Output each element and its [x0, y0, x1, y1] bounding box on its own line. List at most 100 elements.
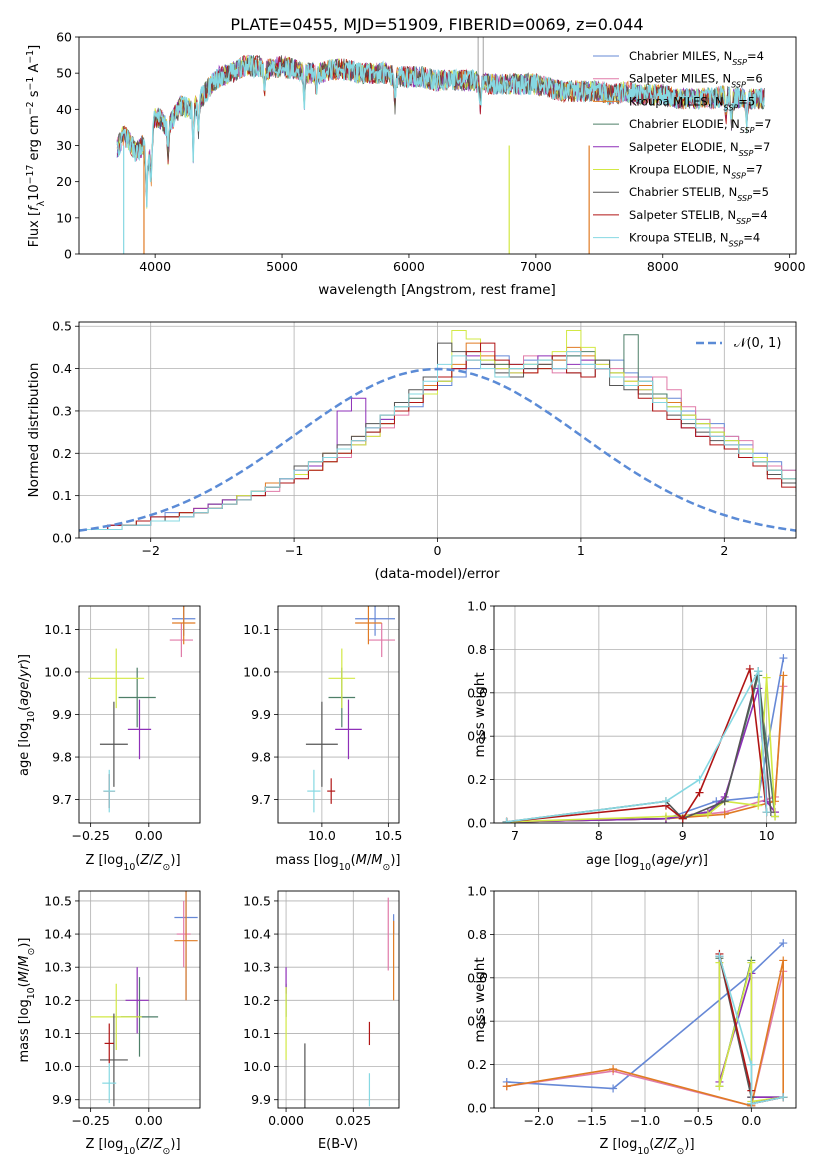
tick-label-y: 10.1 — [243, 622, 271, 637]
weight-series-0 — [506, 942, 784, 1090]
weight-marker — [695, 775, 704, 784]
residual-hist-content — [79, 329, 796, 532]
tick-label-x: 0.025 — [335, 1113, 371, 1128]
tick-label-y: 60 — [56, 30, 72, 45]
spectrum-content — [116, 37, 765, 254]
legend-label: Salpeter STELIB, NSSP=4 — [629, 208, 768, 226]
tick-label-x: 9000 — [774, 259, 806, 274]
legend-label: Kroupa STELIB, NSSP=4 — [629, 231, 760, 249]
tick-label-y: 9.9 — [52, 1092, 72, 1107]
tick-label-y: 0.0 — [467, 1101, 487, 1116]
tick-label-y: 0.4 — [467, 1014, 487, 1029]
tick-label-y: 0.0 — [467, 816, 487, 831]
tick-label-x: 8 — [595, 828, 603, 843]
legend-label: Chabrier STELIB, NSSP=5 — [629, 185, 769, 203]
spectrum-series-7 — [116, 54, 765, 193]
age-vs-z-content — [88, 606, 196, 813]
tick-label-y: 10.0 — [44, 1059, 72, 1074]
age-vs-z-axes: −0.25 0.00 9.7 9.8 9.9 10.0 10.1 — [44, 605, 201, 843]
spectrum-axes: 4000 5000 6000 7000 8000 9000 0 10 20 30 40 50 60 — [56, 30, 806, 275]
weight-marker — [779, 1093, 788, 1102]
axes-frame — [493, 890, 797, 1109]
weight-series-5 — [506, 677, 776, 823]
tick-label-x: 2 — [720, 543, 728, 558]
tick-label-x: −0.25 — [71, 1113, 109, 1128]
tick-label-x: 10 — [759, 828, 775, 843]
tick-label-y: 10.3 — [44, 960, 72, 975]
tick-label-y: 10.0 — [243, 664, 271, 679]
tick-label-y: 1.0 — [467, 884, 487, 899]
tick-label-y: 20 — [56, 174, 72, 189]
age-z-xlabel: Z [log10(Z/Z⊙)] — [85, 853, 180, 873]
weight-z-xlabel: Z [log10(Z/Z⊙)] — [599, 1137, 694, 1157]
tick-label-y: 0.8 — [467, 927, 487, 942]
weight-marker — [661, 797, 670, 806]
weight-marker — [720, 810, 729, 819]
mass-vs-ebv-axes: 0.000 0.025 9.9 10.0 10.1 10.2 10.3 10.4 10.5 — [243, 890, 400, 1128]
age-vs-mass-axes: 10.0 10.5 9.7 9.8 9.9 10.0 10.1 — [243, 605, 402, 843]
histogram-series-4 — [79, 355, 796, 531]
axes-frame — [78, 321, 797, 539]
age-mass-xlabel: mass [log10(M/M⊙)] — [276, 853, 401, 873]
spectrum-xlabel: wavelength [Angstrom, rest frame] — [318, 282, 556, 298]
weight-series-1 — [506, 686, 785, 823]
weight-vs-z-content — [502, 939, 788, 1108]
weight-marker — [715, 1082, 724, 1091]
weight-marker — [747, 1060, 756, 1069]
weight-marker — [502, 817, 511, 823]
tick-label-y: 0.8 — [467, 642, 487, 657]
weight-marker — [661, 812, 670, 821]
tick-label-y: 0.4 — [467, 729, 487, 744]
tick-label-x: −0.25 — [71, 828, 109, 843]
tick-label-x: −2 — [141, 543, 159, 558]
histogram-legend-label: 𝒩(0, 1) — [734, 336, 781, 351]
tick-label-y: 0.2 — [52, 446, 72, 461]
legend-label: Salpeter ELODIE, NSSP=7 — [629, 140, 770, 158]
tick-label-y: 10 — [56, 210, 72, 225]
weight-vs-age-axes: 7 8 9 10 0.0 0.2 0.4 0.6 0.8 1.0 — [467, 599, 797, 843]
axes-frame — [78, 36, 797, 255]
tick-label-y: 0.6 — [467, 685, 487, 700]
age-vs-mass-content — [305, 606, 396, 813]
weight-marker — [609, 1084, 618, 1093]
legend-label: Chabrier ELODIE, NSSP=7 — [629, 117, 771, 135]
tick-label-x: 1 — [577, 543, 585, 558]
legend-label: Chabrier MILES, NSSP=4 — [629, 49, 764, 67]
weight-marker — [779, 956, 788, 965]
weight-marker — [678, 814, 687, 823]
tick-label-x: 0.00 — [135, 1113, 163, 1128]
tick-label-y: 1.0 — [467, 599, 487, 614]
tick-label-x: 7000 — [520, 259, 552, 274]
tick-label-y: 9.8 — [251, 750, 271, 765]
tick-label-y: 10.3 — [243, 960, 271, 975]
tick-label-y: 30 — [56, 138, 72, 153]
histogram-series-6 — [79, 342, 796, 531]
weight-series-8 — [506, 668, 768, 823]
spectrum-series-8 — [116, 55, 765, 208]
tick-label-y: 10.2 — [243, 993, 271, 1008]
mass-ebv-xlabel: E(B-V) — [318, 1137, 358, 1152]
tick-label-y: 10.1 — [44, 622, 72, 637]
tick-label-y: 9.9 — [251, 1092, 271, 1107]
weight-marker — [747, 1099, 756, 1108]
weight-marker — [779, 939, 788, 948]
spectrum-legend: Chabrier MILES, NSSP=4 Salpeter MILES, NS… — [593, 49, 771, 248]
weight-series-1 — [506, 971, 784, 1107]
normal-reference-curve — [79, 367, 796, 532]
tick-label-x: 6000 — [393, 259, 425, 274]
weight-age-ylabel: mass weight — [472, 672, 488, 757]
weight-marker — [754, 684, 763, 693]
tick-label-y: 0.4 — [52, 361, 72, 376]
weight-marker — [762, 673, 771, 682]
weight-vs-age-content — [502, 654, 788, 823]
tick-label-x: 4000 — [139, 259, 171, 274]
tick-label-y: 9.9 — [251, 707, 271, 722]
spectrum-ylabel: Flux [fλ10−17 erg cm−2 s−1 A−1] — [25, 45, 47, 247]
mass-z-ylabel: mass [log10(M/M⊙)] — [17, 938, 37, 1063]
axes-frame — [78, 605, 201, 824]
tick-label-x: −2.0 — [523, 1113, 553, 1128]
weight-marker — [754, 801, 763, 810]
tick-label-y: 10.0 — [44, 664, 72, 679]
mass-vs-ebv-content — [285, 897, 395, 1108]
mass-vs-z-content — [90, 891, 198, 1107]
